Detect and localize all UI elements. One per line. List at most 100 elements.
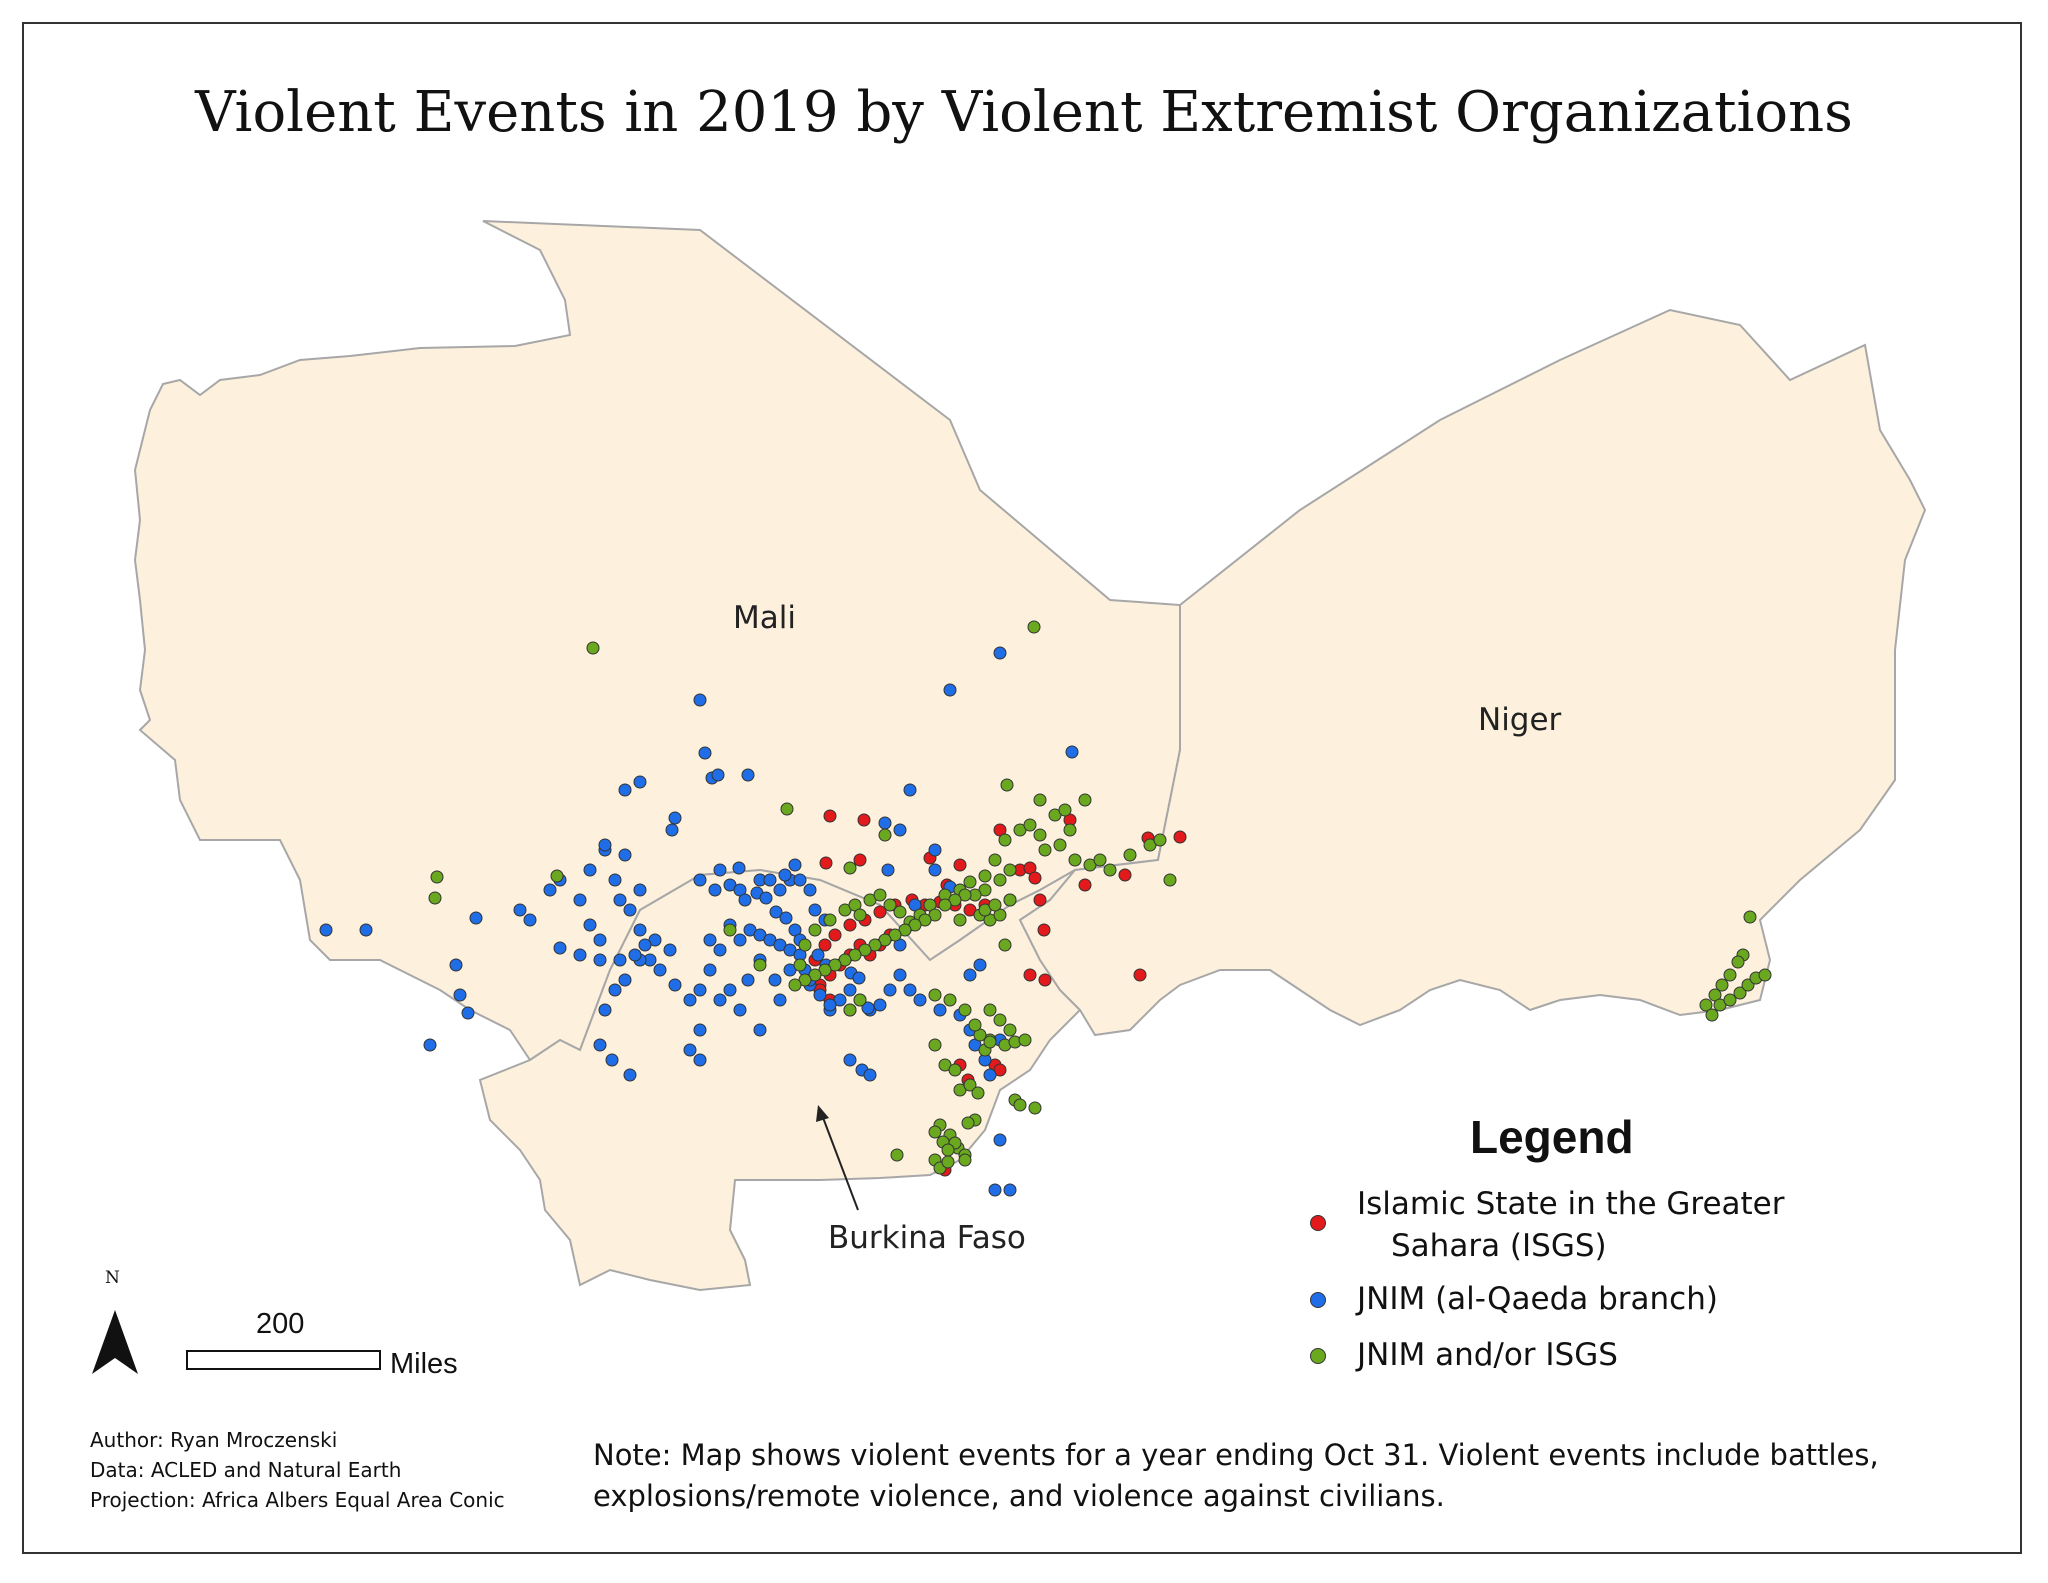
jnim-event-point <box>883 983 897 997</box>
legend-both-label: JNIM and/or ISGS <box>1357 1337 1618 1373</box>
jnim-event-point <box>423 1038 437 1052</box>
both-event-point <box>1033 828 1047 842</box>
isgs-event-point <box>853 853 867 867</box>
jnim-event-point <box>633 883 647 897</box>
jnim-event-point <box>741 973 755 987</box>
both-event-point <box>928 988 942 1002</box>
both-event-point <box>998 833 1012 847</box>
both-event-point <box>941 1155 955 1169</box>
both-event-point <box>843 861 857 875</box>
jnim-event-point <box>668 978 682 992</box>
label-niger: Niger <box>1478 702 1562 738</box>
jnim-event-point <box>893 968 907 982</box>
both-event-point <box>958 1153 972 1167</box>
jnim-event-point <box>753 1023 767 1037</box>
isgs-event-point <box>1078 878 1092 892</box>
both-event-point <box>1023 818 1037 832</box>
legend-title: Legend <box>1470 1111 1634 1163</box>
jnim-event-point <box>698 746 712 760</box>
jnim-event-point <box>543 883 557 897</box>
both-event-point <box>793 958 807 972</box>
jnim-event-point <box>693 693 707 707</box>
jnim-event-point <box>708 883 722 897</box>
jnim-event-point <box>613 953 627 967</box>
isgs-event-point <box>823 809 837 823</box>
jnim-event-point <box>598 1003 612 1017</box>
both-event-point <box>1731 955 1745 969</box>
both-event-point <box>753 958 767 972</box>
jnim-event-point <box>769 905 783 919</box>
jnim-event-point <box>628 948 642 962</box>
both-event-point <box>953 913 967 927</box>
jnim-event-point <box>943 683 957 697</box>
jnim-event-point <box>793 873 807 887</box>
both-event-point <box>968 1018 982 1032</box>
legend-jnim-label: JNIM (al-Qaeda branch) <box>1357 1281 1718 1317</box>
jnim-event-point <box>693 1023 707 1037</box>
both-event-point <box>1003 893 1017 907</box>
jnim-event-point <box>813 988 827 1002</box>
jnim-event-point <box>573 948 587 962</box>
both-event-point <box>1715 978 1729 992</box>
jnim-event-point <box>763 873 777 887</box>
isgs-event-point <box>1173 830 1187 844</box>
scale-value: 200 <box>256 1308 305 1340</box>
both-event-point <box>853 908 867 922</box>
jnim-event-point <box>703 933 717 947</box>
scale-bar <box>186 1350 381 1370</box>
burkina-arrow <box>821 1114 859 1211</box>
jnim-event-point <box>759 891 773 905</box>
country-niger <box>1018 308 1927 1037</box>
jnim-event-point <box>608 983 622 997</box>
jnim-event-point <box>553 941 567 955</box>
jnim-event-point <box>843 1053 857 1067</box>
jnim-event-point <box>319 923 333 937</box>
both-event-point <box>873 888 887 902</box>
isgs-event-point <box>819 856 833 870</box>
jnim-event-point <box>513 903 527 917</box>
jnim-event-point <box>711 768 725 782</box>
both-event-point <box>843 1003 857 1017</box>
both-event-point <box>1013 1098 1027 1112</box>
both-event-point <box>1033 793 1047 807</box>
jnim-event-point <box>693 873 707 887</box>
jnim-event-point <box>788 858 802 872</box>
legend-jnim-dot <box>1310 1292 1326 1308</box>
legend-isgs-line2: Sahara (ISGS) <box>1391 1228 1607 1264</box>
both-event-point <box>1723 993 1737 1007</box>
both-event-point <box>798 938 812 952</box>
jnim-event-point <box>668 811 682 825</box>
jnim-event-point <box>863 1068 877 1082</box>
isgs-event-point <box>873 905 887 919</box>
isgs-event-point <box>857 813 871 827</box>
jnim-event-point <box>779 911 793 925</box>
jnim-event-point <box>1065 745 1079 759</box>
both-event-point <box>1003 1023 1017 1037</box>
both-event-point <box>958 1003 972 1017</box>
jnim-event-point <box>693 983 707 997</box>
jnim-event-point <box>633 923 647 937</box>
map-title: Violent Events in 2019 by Violent Extrem… <box>195 80 1853 145</box>
jnim-event-point <box>983 1068 997 1082</box>
jnim-event-point <box>823 998 837 1012</box>
both-event-point <box>1053 838 1067 852</box>
both-event-point <box>428 891 442 905</box>
jnim-event-point <box>618 848 632 862</box>
both-event-point <box>780 802 794 816</box>
jnim-event-point <box>933 1003 947 1017</box>
both-event-point <box>1723 968 1737 982</box>
jnim-event-point <box>873 998 887 1012</box>
jnim-event-point <box>878 816 892 830</box>
jnim-event-point <box>469 911 483 925</box>
jnim-event-point <box>928 843 942 857</box>
both-event-point <box>808 923 822 937</box>
points-both <box>428 620 1772 1175</box>
jnim-event-point <box>811 948 825 962</box>
both-event-point <box>983 1003 997 1017</box>
north-arrow-icon <box>92 1310 138 1374</box>
legend-isgs-line1: Islamic State in the Greater <box>1357 1186 1785 1222</box>
credit-data: Data: ACLED and Natural Earth <box>90 1458 402 1482</box>
jnim-event-point <box>713 943 727 957</box>
legend-isgs-dot <box>1310 1215 1326 1231</box>
both-event-point <box>1063 823 1077 837</box>
